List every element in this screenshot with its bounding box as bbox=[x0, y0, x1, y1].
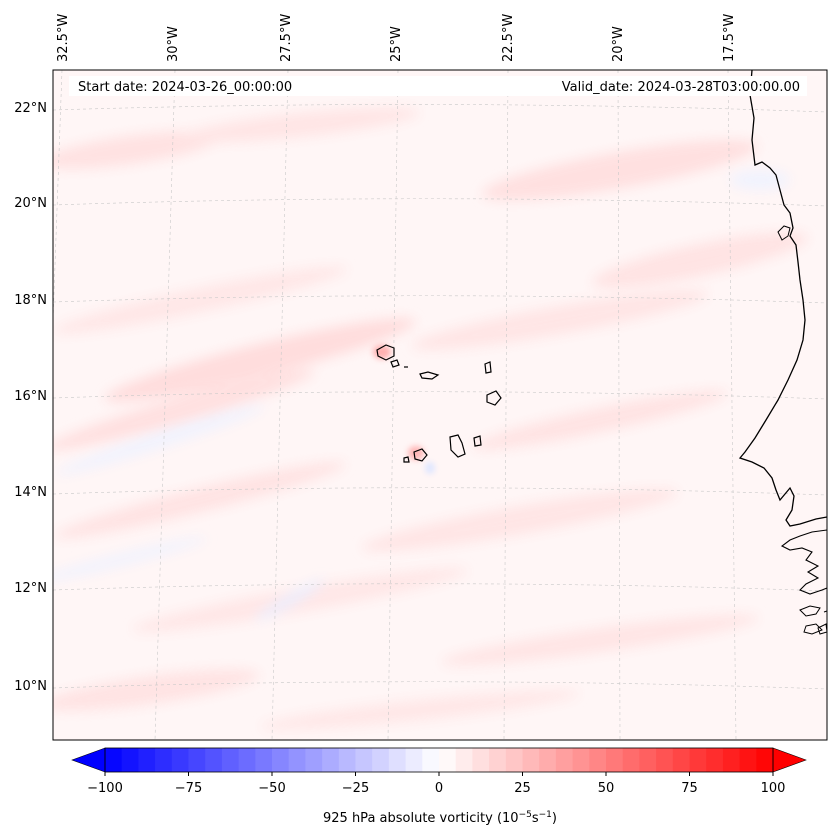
colorbar-label: 925 hPa absolute vorticity (10−5s−1) bbox=[323, 810, 557, 826]
colorbar-max-arrow bbox=[772, 747, 807, 773]
colorbar-segment bbox=[606, 748, 624, 772]
maio bbox=[473, 435, 482, 447]
coastal-islands bbox=[803, 623, 827, 635]
colorbar-segment bbox=[756, 748, 774, 772]
santiago bbox=[449, 434, 466, 458]
colorbar-ticks: −100 −75 −50 −25 0 25 50 75 100 bbox=[87, 772, 785, 796]
colorbar-segment bbox=[205, 748, 223, 772]
colorbar-segment bbox=[656, 748, 674, 772]
colorbar-segment bbox=[405, 748, 423, 772]
colorbar-segment bbox=[522, 748, 540, 772]
colorbar-segment bbox=[672, 748, 690, 772]
colorbar-segment bbox=[121, 748, 139, 772]
colorbar-min-arrow bbox=[71, 747, 106, 773]
brava bbox=[403, 456, 410, 463]
cb-label-mid: s bbox=[532, 811, 539, 826]
colorbar-segment bbox=[639, 748, 657, 772]
colorbar-segment bbox=[689, 748, 707, 772]
cape-verde-islands bbox=[376, 344, 502, 463]
sao-vicente bbox=[390, 359, 400, 368]
sal bbox=[484, 361, 492, 374]
lon-label-17.5w: 17.5°W bbox=[722, 14, 737, 62]
lon-label-22.5w: 22.5°W bbox=[501, 14, 516, 62]
map-frame bbox=[52, 69, 828, 741]
cb-label-exp2: −1 bbox=[539, 810, 552, 820]
colorbar-segment bbox=[305, 748, 323, 772]
colorbar-segment bbox=[505, 748, 523, 772]
colorbar-segment bbox=[622, 748, 640, 772]
colorbar-segment bbox=[439, 748, 457, 772]
longitude-labels: 32.5°W 30°W 27.5°W 25°W 22.5°W 20°W 17.5… bbox=[56, 14, 737, 62]
colorbar-segment bbox=[572, 748, 590, 772]
cb-tick-label-0: −100 bbox=[87, 781, 123, 796]
colorbar-segment bbox=[372, 748, 390, 772]
header-box bbox=[69, 76, 807, 96]
colorbar-segment bbox=[539, 748, 557, 772]
colorbar-segment bbox=[238, 748, 256, 772]
latitude-labels: 22°N 20°N 18°N 16°N 14°N 12°N 10°N bbox=[14, 101, 47, 694]
cb-label-exp1: −5 bbox=[519, 810, 532, 820]
start-date-label: Start date: 2024-03-26_00:00:00 bbox=[78, 80, 292, 95]
lon-label-30w: 30°W bbox=[166, 26, 181, 62]
cb-label-close: ) bbox=[552, 811, 557, 826]
boa-vista bbox=[486, 390, 502, 406]
lon-label-20w: 20°W bbox=[611, 26, 626, 62]
graticule bbox=[53, 70, 827, 740]
lat-label-16n: 16°N bbox=[14, 389, 47, 404]
colorbar-segment bbox=[272, 748, 290, 772]
cb-tick-label-6: 50 bbox=[598, 781, 615, 796]
colorbar-segment bbox=[388, 748, 406, 772]
sao-nicolau bbox=[419, 371, 440, 380]
lon-label-25w: 25°W bbox=[389, 26, 404, 62]
colorbar-segment bbox=[138, 748, 156, 772]
colorbar-segment bbox=[706, 748, 724, 772]
lat-label-14n: 14°N bbox=[14, 485, 47, 500]
colorbar-segment bbox=[589, 748, 607, 772]
lat-label-18n: 18°N bbox=[14, 293, 47, 308]
lat-label-20n: 20°N bbox=[14, 196, 47, 211]
vorticity-field bbox=[53, 70, 827, 740]
colorbar-segment bbox=[188, 748, 206, 772]
colorbar-segment bbox=[338, 748, 356, 772]
lat-label-10n: 10°N bbox=[14, 679, 47, 694]
lat-label-12n: 12°N bbox=[14, 581, 47, 596]
cb-tick-label-8: 100 bbox=[761, 781, 786, 796]
cb-tick-label-4: 0 bbox=[435, 781, 443, 796]
colorbar-segment bbox=[171, 748, 189, 772]
santo-antao bbox=[376, 344, 395, 361]
lon-label-32.5w: 32.5°W bbox=[56, 14, 71, 62]
colorbar-segment bbox=[722, 748, 740, 772]
colorbar: −100 −75 −50 −25 0 25 50 75 100 925 hPa … bbox=[71, 747, 807, 826]
valid-date-label: Valid_date: 2024-03-28T03:00:00.00 bbox=[562, 80, 800, 95]
coastal-island-north bbox=[777, 225, 791, 241]
colorbar-segment bbox=[255, 748, 273, 772]
cb-label-text: 925 hPa absolute vorticity (10 bbox=[323, 811, 519, 826]
colorbar-segment bbox=[739, 748, 757, 772]
coastline-guinea-bissau bbox=[780, 529, 827, 595]
cb-tick-label-1: −75 bbox=[175, 781, 202, 796]
lat-label-22n: 22°N bbox=[14, 101, 47, 116]
colorbar-segment bbox=[105, 748, 123, 772]
cb-tick-label-3: −25 bbox=[342, 781, 369, 796]
fogo bbox=[413, 448, 428, 462]
cb-tick-label-2: −50 bbox=[258, 781, 285, 796]
colorbar-segment bbox=[288, 748, 306, 772]
colorbar-segment bbox=[489, 748, 507, 772]
cb-tick-label-5: 25 bbox=[514, 781, 531, 796]
cb-tick-label-7: 75 bbox=[681, 781, 698, 796]
lon-label-27.5w: 27.5°W bbox=[279, 14, 294, 62]
colorbar-segment bbox=[155, 748, 173, 772]
colorbar-segment bbox=[472, 748, 490, 772]
colorbar-segment bbox=[455, 748, 473, 772]
colorbar-segment bbox=[555, 748, 573, 772]
colorbar-segments bbox=[105, 748, 774, 772]
coastline-west-africa bbox=[738, 70, 827, 527]
colorbar-segment bbox=[322, 748, 340, 772]
colorbar-segment bbox=[221, 748, 239, 772]
colorbar-segment bbox=[422, 748, 440, 772]
colorbar-segment bbox=[355, 748, 373, 772]
